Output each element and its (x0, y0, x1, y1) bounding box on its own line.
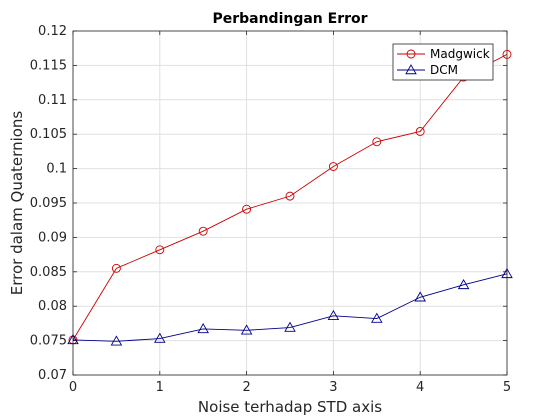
data-point-madgwick (242, 204, 252, 214)
data-point-dcm (501, 267, 513, 279)
legend-label-madgwick: Madgwick (430, 47, 490, 61)
data-point-dcm (414, 291, 426, 302)
legend-label-dcm: DCM (430, 63, 458, 77)
x-tick-label: 5 (503, 380, 511, 395)
y-tick-label: 0.105 (30, 127, 67, 142)
x-tick-label: 2 (242, 380, 250, 395)
series-dcm (67, 267, 513, 346)
data-point-madgwick (285, 191, 295, 201)
y-tick-label: 0.09 (38, 230, 67, 245)
data-point-madgwick (372, 137, 382, 147)
data-point-dcm (457, 278, 470, 290)
chart-title: Perbandingan Error (212, 11, 367, 27)
data-point-dcm (327, 309, 340, 321)
data-point-dcm (110, 335, 123, 346)
data-point-dcm (240, 324, 253, 335)
y-tick-label: 0.095 (30, 196, 67, 211)
y-tick-label: 0.1 (46, 162, 67, 177)
data-point-madgwick (328, 162, 338, 171)
legend: Madgwick DCM (392, 43, 494, 81)
y-tick-label: 0.115 (30, 58, 67, 73)
y-tick-label: 0.12 (38, 24, 67, 39)
data-point-dcm (67, 334, 79, 345)
data-point-madgwick (155, 245, 165, 255)
data-point-madgwick (415, 126, 425, 136)
grid-lines (72, 30, 508, 376)
y-tick-label: 0.08 (38, 299, 67, 314)
data-point-madgwick (502, 49, 512, 59)
y-tick-label: 0.085 (30, 265, 67, 280)
series-layer (67, 49, 513, 346)
x-tick-label: 0 (69, 380, 77, 395)
legend-marker-madgwick (406, 49, 416, 59)
legend-marker-dcm (405, 64, 417, 75)
y-axis-label: Error dalam Quaternions (8, 111, 26, 296)
x-tick-label: 1 (156, 380, 164, 395)
data-point-madgwick (111, 263, 121, 273)
data-point-dcm (284, 321, 296, 332)
y-tick-label: 0.075 (30, 334, 67, 349)
y-tick-label: 0.11 (38, 93, 67, 108)
x-axis-label: Noise terhadap STD axis (198, 398, 382, 416)
axis-ticks: 0 1 2 3 4 5 0.07 0.075 0.08 0.085 0.09 0.095 0.1 0.10… (30, 24, 511, 395)
x-tick-label: 4 (416, 380, 424, 395)
data-point-dcm (154, 332, 166, 343)
y-tick-label: 0.07 (38, 368, 67, 383)
series-line-dcm (72, 273, 508, 342)
data-point-madgwick (198, 226, 208, 236)
data-point-dcm (197, 322, 209, 334)
series-line-madgwick (72, 53, 508, 341)
x-tick-label: 3 (329, 380, 337, 395)
data-point-dcm (371, 312, 383, 323)
